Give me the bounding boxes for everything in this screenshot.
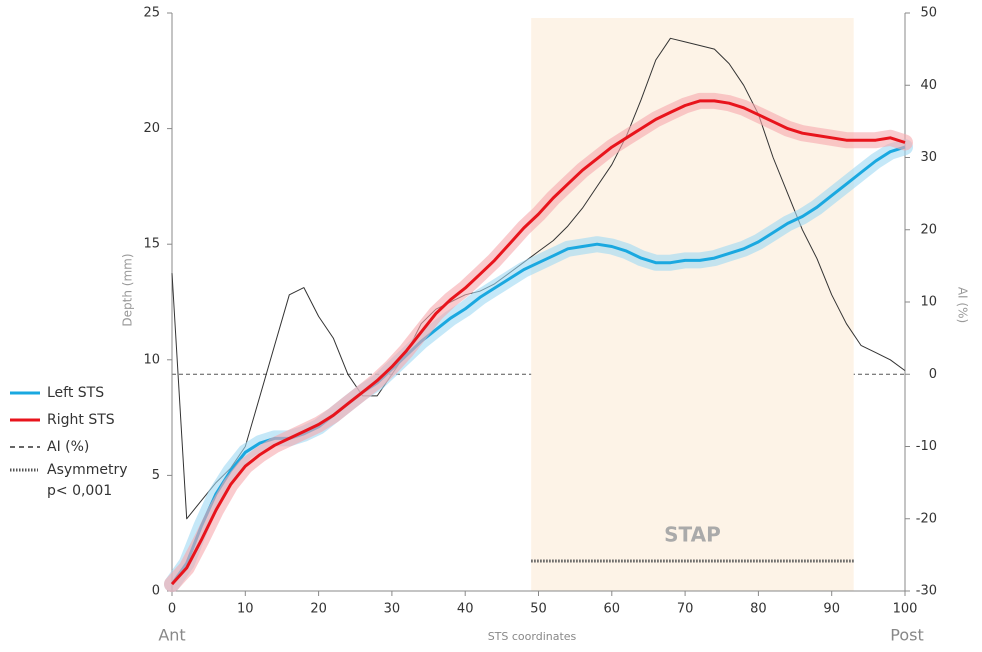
x-tick-label: 90 [823, 602, 840, 617]
x-tick-label: 60 [604, 602, 621, 617]
y-tick-label: 25 [143, 6, 160, 21]
x-axis-label: STS coordinates [488, 630, 577, 643]
x-tick-label: 40 [457, 602, 474, 617]
x-tick-label: 30 [384, 602, 401, 617]
stap-region [531, 18, 854, 591]
y-tick-label: 10 [143, 352, 160, 367]
x-tick-label: 100 [893, 602, 918, 617]
y2-tick-label: 30 [920, 150, 937, 165]
x-end-label: Post [890, 626, 923, 645]
y2-tick-label: 0 [929, 367, 937, 382]
legend-label: Asymmetry [47, 462, 128, 478]
series-line [170, 99, 906, 586]
legend-label: Right STS [47, 412, 115, 428]
y2-tick-label: -20 [916, 511, 937, 526]
x-tick-label: 10 [237, 602, 254, 617]
x-tick-label: 80 [750, 602, 767, 617]
y2-tick-label: 40 [920, 78, 937, 93]
legend-label: p< 0,001 [47, 483, 112, 499]
x-tick-label: 70 [677, 602, 694, 617]
region-label: STAP [664, 523, 721, 547]
x-tick-label: 20 [310, 602, 327, 617]
y2-tick-label: 10 [920, 295, 937, 310]
y2-tick-label: -10 [916, 439, 937, 454]
y2-axis-label: AI (%) [956, 287, 970, 323]
y-tick-label: 0 [152, 584, 160, 599]
y-tick-label: 20 [143, 121, 160, 136]
y-axis-label: Depth (mm) [121, 253, 135, 326]
y2-tick-label: 50 [920, 6, 937, 21]
x-tick-label: 50 [530, 602, 547, 617]
series-line [171, 37, 906, 520]
y-tick-label: 15 [143, 237, 160, 252]
legend-label: Left STS [47, 385, 104, 401]
x-start-label: Ant [158, 626, 185, 645]
y2-tick-label: -30 [916, 584, 937, 599]
y2-tick-label: 20 [920, 222, 937, 237]
x-tick-label: 0 [168, 602, 176, 617]
y-tick-label: 5 [152, 468, 160, 483]
legend-label: AI (%) [47, 439, 89, 455]
